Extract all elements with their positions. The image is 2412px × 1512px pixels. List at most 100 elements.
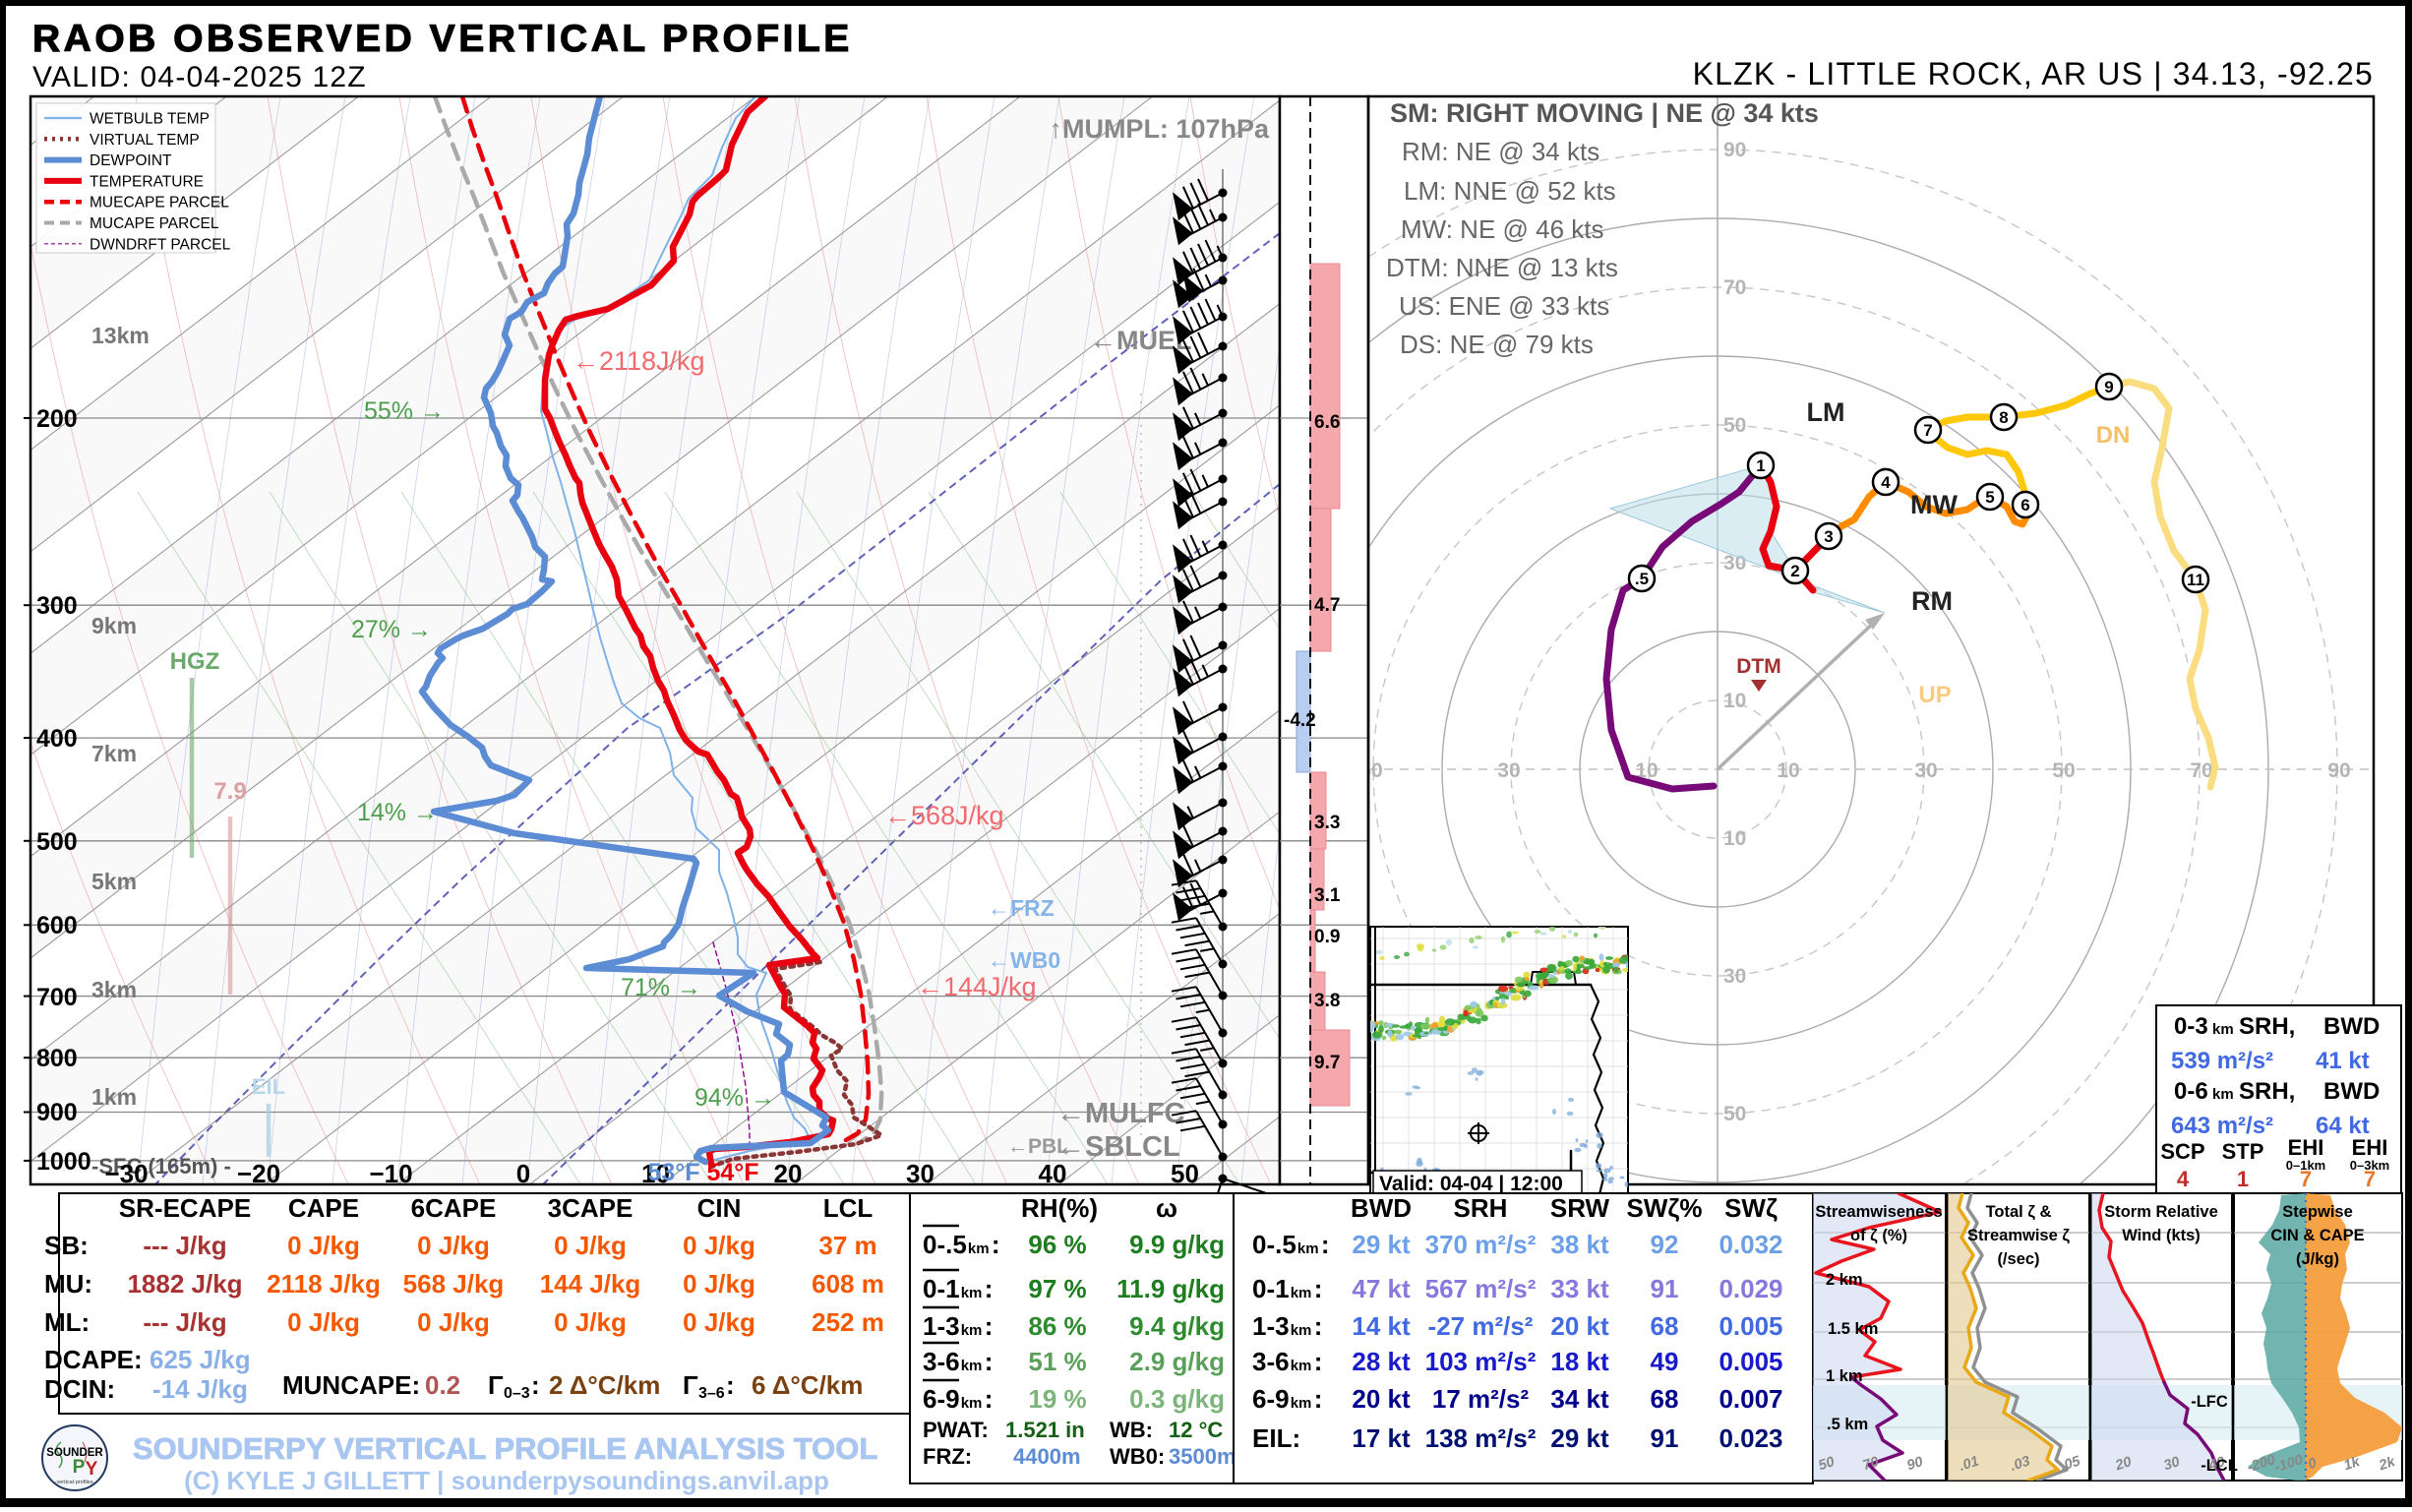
svg-text:(C) KYLE J GILLETT | sounderpy: (C) KYLE J GILLETT | sounderpysoundings.… — [184, 1466, 829, 1495]
svg-text:1: 1 — [2237, 1167, 2249, 1191]
svg-text:3500m: 3500m — [1169, 1444, 1236, 1469]
svg-text:Storm Relative: Storm Relative — [2104, 1203, 2218, 1221]
svg-text:SWζ%: SWζ% — [1627, 1193, 1703, 1223]
svg-text:3.1: 3.1 — [1314, 885, 1341, 906]
svg-text:CIN & CAPE: CIN & CAPE — [2270, 1227, 2364, 1244]
svg-text:Valid: 04-04 | 12:00: Valid: 04-04 | 12:00 — [1379, 1173, 1563, 1195]
svg-text:6: 6 — [2020, 496, 2029, 514]
svg-text:6 Δ°C/km: 6 Δ°C/km — [752, 1370, 863, 1400]
svg-text:90: 90 — [1723, 139, 1746, 161]
svg-text:70: 70 — [1723, 276, 1746, 299]
svg-text:9.9 g/kg: 9.9 g/kg — [1129, 1230, 1225, 1259]
svg-text:0.005: 0.005 — [1719, 1311, 1782, 1341]
svg-text:DN: DN — [2096, 422, 2131, 449]
svg-text:0-.5: 0-.5 — [1252, 1230, 1296, 1259]
svg-text:SRH: SRH — [1454, 1193, 1508, 1223]
svg-text:3-6: 3-6 — [923, 1347, 960, 1376]
svg-text:643 m²/s²: 643 m²/s² — [2171, 1113, 2273, 1139]
svg-text:0-3: 0-3 — [2174, 1013, 2208, 1040]
svg-text:94% →: 94% → — [694, 1084, 775, 1112]
svg-text:20 kt: 20 kt — [1352, 1384, 1411, 1414]
svg-text:33 kt: 33 kt — [1550, 1274, 1609, 1303]
svg-text:MUECAPE PARCEL: MUECAPE PARCEL — [90, 195, 229, 212]
svg-text:50: 50 — [1723, 414, 1746, 437]
svg-text:CIN: CIN — [697, 1193, 742, 1223]
svg-text:0-1: 0-1 — [1252, 1274, 1290, 1303]
svg-text:20 kt: 20 kt — [1550, 1311, 1609, 1341]
svg-text:0.029: 0.029 — [1719, 1274, 1782, 1303]
svg-text:568 J/kg: 568 J/kg — [403, 1269, 505, 1299]
svg-text:700: 700 — [36, 984, 78, 1011]
svg-text:0 J/kg: 0 J/kg — [287, 1307, 360, 1337]
svg-text:SM: RIGHT MOVING | NE @ 34 kts: SM: RIGHT MOVING | NE @ 34 kts — [1390, 98, 1819, 128]
svg-text:252 m: 252 m — [812, 1307, 884, 1337]
svg-text:17 kt: 17 kt — [1352, 1423, 1411, 1453]
svg-text:11: 11 — [2187, 571, 2204, 589]
svg-text:92: 92 — [1651, 1230, 1679, 1259]
svg-text:11.9 g/kg: 11.9 g/kg — [1116, 1274, 1225, 1303]
svg-text:0 J/kg: 0 J/kg — [683, 1307, 755, 1337]
svg-text:4: 4 — [1881, 473, 1891, 492]
svg-text:0.032: 0.032 — [1719, 1230, 1782, 1259]
svg-text:54°F: 54°F — [706, 1159, 758, 1186]
svg-text:Streamwise ζ: Streamwise ζ — [1967, 1227, 2070, 1244]
svg-text:4.7: 4.7 — [1314, 595, 1340, 616]
svg-text::: : — [1314, 1311, 1323, 1341]
svg-text:9.4 g/kg: 9.4 g/kg — [1129, 1311, 1225, 1341]
svg-text:567 m²/s²: 567 m²/s² — [1425, 1274, 1537, 1303]
svg-text:Total ζ &: Total ζ & — [1986, 1203, 2052, 1221]
svg-text:HGZ: HGZ — [170, 648, 220, 675]
svg-text:·vertical·profiles·: ·vertical·profiles· — [55, 1480, 95, 1485]
svg-text:LM: NNE @ 52 kts: LM: NNE @ 52 kts — [1404, 176, 1616, 206]
svg-text:7km: 7km — [91, 741, 137, 766]
svg-text:400: 400 — [36, 725, 78, 753]
svg-text:900: 900 — [36, 1099, 78, 1126]
svg-text:0.2: 0.2 — [425, 1370, 460, 1400]
svg-text:RM: RM — [1911, 586, 1953, 616]
svg-text:km: km — [961, 1285, 983, 1301]
svg-text:-LCL: -LCL — [2201, 1457, 2238, 1475]
svg-text:3.3: 3.3 — [1314, 813, 1340, 833]
svg-text:DCAPE:: DCAPE: — [44, 1345, 143, 1374]
svg-text:800: 800 — [36, 1045, 78, 1072]
svg-text:0 J/kg: 0 J/kg — [417, 1307, 490, 1337]
svg-text:SB:: SB: — [44, 1231, 89, 1260]
svg-text:8: 8 — [1999, 408, 2008, 427]
svg-text:1000: 1000 — [36, 1148, 91, 1176]
svg-text:Γ: Γ — [683, 1370, 698, 1400]
svg-text:4400m: 4400m — [1013, 1444, 1081, 1469]
svg-text:3km: 3km — [91, 977, 137, 1002]
svg-text:0–3: 0–3 — [504, 1385, 530, 1402]
svg-text:144 J/kg: 144 J/kg — [540, 1269, 641, 1299]
svg-text:1882 J/kg: 1882 J/kg — [127, 1269, 242, 1299]
svg-text:6CAPE: 6CAPE — [411, 1193, 497, 1223]
svg-text:29 kt: 29 kt — [1352, 1230, 1411, 1259]
svg-text:←PBL: ←PBL — [1007, 1135, 1069, 1158]
svg-text:103 m²/s²: 103 m²/s² — [1425, 1347, 1537, 1376]
svg-text:km: km — [961, 1322, 983, 1339]
svg-text:Streamwiseness: Streamwiseness — [1815, 1203, 1942, 1221]
svg-text:50: 50 — [2052, 759, 2075, 782]
svg-text:km: km — [1297, 1240, 1319, 1257]
svg-text:FRZ:: FRZ: — [923, 1444, 972, 1469]
svg-text:34 kt: 34 kt — [1550, 1384, 1609, 1414]
svg-text:17 m²/s²: 17 m²/s² — [1432, 1384, 1530, 1414]
svg-text:ω: ω — [1156, 1193, 1177, 1223]
svg-text:↑MUMPL: 107hPa: ↑MUMPL: 107hPa — [1049, 114, 1270, 144]
svg-text:18 kt: 18 kt — [1550, 1347, 1609, 1376]
svg-text:STP: STP — [2222, 1139, 2264, 1164]
svg-text:WB0:: WB0: — [1110, 1444, 1165, 1469]
svg-text:91: 91 — [1651, 1274, 1679, 1303]
svg-text:200: 200 — [36, 405, 78, 433]
svg-text:←SBLCL: ←SBLCL — [1056, 1131, 1180, 1163]
svg-text:←2118J/kg: ←2118J/kg — [573, 346, 705, 376]
svg-text::: : — [985, 1384, 994, 1414]
svg-text:2.9 g/kg: 2.9 g/kg — [1129, 1347, 1225, 1376]
svg-text:Wind (kts): Wind (kts) — [2122, 1227, 2201, 1244]
svg-text:2 Δ°C/km: 2 Δ°C/km — [549, 1370, 660, 1400]
svg-text:9: 9 — [2104, 378, 2113, 396]
svg-text:SCP: SCP — [2160, 1139, 2204, 1164]
svg-text:SWζ: SWζ — [1724, 1193, 1778, 1223]
svg-text:37 m: 37 m — [818, 1231, 876, 1260]
svg-text:68: 68 — [1651, 1311, 1679, 1341]
